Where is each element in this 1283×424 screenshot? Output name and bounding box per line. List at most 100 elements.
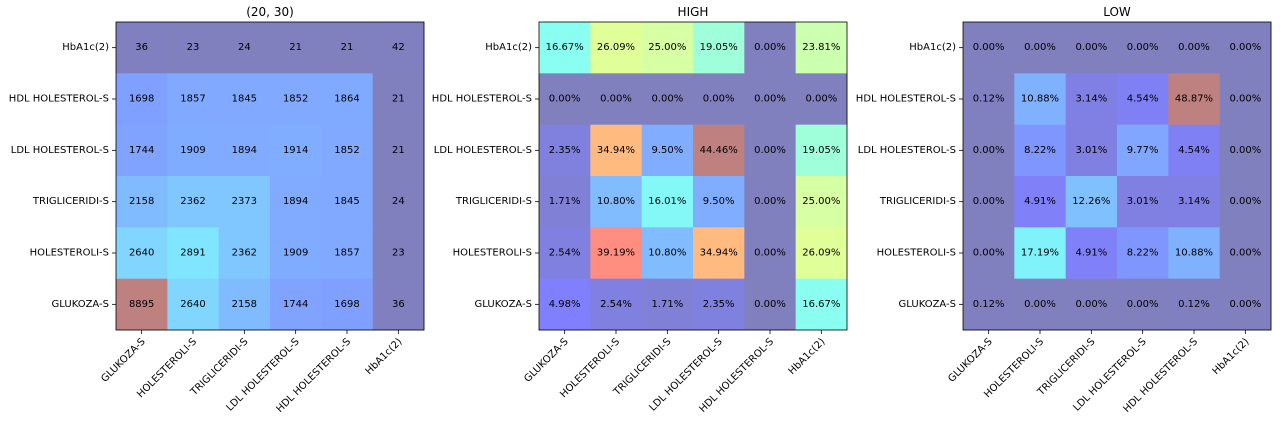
cell-value-label: 1698 [129, 94, 154, 105]
heatmap-cell [321, 227, 374, 280]
y-tick-label: TRIGLICERIDI-S [32, 196, 109, 207]
cell-value-label: 23 [187, 42, 200, 53]
cell-value-label: 3.01% [1127, 196, 1159, 207]
cell-value-label: 36 [135, 42, 148, 53]
heatmap-cell [167, 22, 220, 74]
heatmap-cell [270, 227, 322, 280]
heatmap-cell [321, 176, 374, 228]
x-tick-label: HbA1c(2) [1211, 336, 1252, 377]
heatmap-cell [218, 278, 271, 331]
cell-value-label: 9.50% [703, 196, 735, 207]
heatmap-cell [1014, 124, 1067, 177]
cell-value-label: 23 [392, 248, 405, 259]
cell-value-label: 0.00% [1075, 299, 1107, 310]
cell-value-label: 0.00% [805, 94, 837, 105]
heatmap-panel-2: 16.67% 26.09% 25.00% 19.05% 0.00% 23.81% 0.00%… [432, 5, 848, 415]
cell-value-label: 2158 [129, 196, 154, 207]
cell-value-label: 3.01% [1075, 145, 1107, 156]
cell-value-label: 1744 [129, 145, 154, 156]
heatmap-cell [641, 227, 694, 280]
heatmap-cell [744, 124, 797, 177]
cell-value-label: 44.46% [700, 145, 738, 156]
heatmap-cell [372, 278, 425, 331]
cell-value-label: 1857 [180, 94, 205, 105]
heatmap-cell [744, 22, 797, 74]
cell-value-label: 4.54% [1127, 94, 1159, 105]
heatmap-cell [641, 22, 694, 74]
y-tick-label: LDL HOLESTEROL-S [434, 145, 532, 156]
y-tick-label: GLUKOZA-S [475, 299, 532, 310]
heatmap-cell [795, 73, 848, 126]
cell-value-label: 0.00% [973, 248, 1005, 259]
heatmap-cell [1014, 176, 1067, 228]
cell-value-label: 0.00% [754, 94, 786, 105]
heatmap-cell [1117, 227, 1169, 280]
heatmap-cell [590, 73, 643, 126]
cell-value-label: 0.00% [1127, 299, 1159, 310]
heatmap-cell [1065, 176, 1118, 228]
cell-value-label: 0.00% [1229, 145, 1261, 156]
cell-value-label: 1857 [334, 248, 359, 259]
y-tick-label: HOLESTEROLI-S [877, 248, 956, 259]
cell-value-label: 1894 [232, 145, 257, 156]
heatmap-cell [218, 227, 271, 280]
x-tick-label: HbA1c(2) [364, 336, 405, 377]
heatmap-cell [116, 124, 168, 177]
cell-value-label: 0.00% [600, 94, 632, 105]
heatmap-cell [116, 22, 168, 74]
heatmap-cell [167, 278, 220, 331]
cell-value-label: 1698 [334, 299, 359, 310]
heatmap-cell [116, 176, 168, 228]
heatmap-cell [693, 278, 745, 331]
cell-value-label: 17.19% [1021, 248, 1059, 259]
cell-value-label: 0.00% [754, 145, 786, 156]
y-tick-label: HOLESTEROLI-S [30, 248, 109, 259]
cell-value-label: 2891 [180, 248, 205, 259]
cell-value-label: 0.12% [973, 299, 1005, 310]
cell-value-label: 9.77% [1127, 145, 1159, 156]
cell-value-label: 26.09% [597, 42, 635, 53]
heatmap-cell [539, 227, 591, 280]
heatmap-cell [641, 176, 694, 228]
heatmap-cell [641, 124, 694, 177]
cell-value-label: 34.94% [597, 145, 635, 156]
cell-value-label: 23.81% [802, 42, 840, 53]
heatmap-cell [1014, 227, 1067, 280]
cell-value-label: 0.00% [754, 196, 786, 207]
cell-value-label: 0.00% [754, 248, 786, 259]
cell-value-label: 10.80% [597, 196, 635, 207]
cell-value-label: 0.00% [1024, 299, 1056, 310]
y-tick-label: HbA1c(2) [62, 42, 109, 53]
y-tick-label: LDL HOLESTEROL-S [858, 145, 956, 156]
heatmap-panel-3: 0.00% 0.00% 0.00% 0.00% 0.00% 0.00% 0.12% 10.88… [856, 5, 1272, 415]
cell-value-label: 26.09% [802, 248, 840, 259]
heatmap-cell [321, 124, 374, 177]
cell-value-label: 1845 [334, 196, 359, 207]
y-tick-label: HOLESTEROLI-S [453, 248, 532, 259]
cell-value-label: 0.12% [1178, 299, 1210, 310]
cell-value-label: 21 [289, 42, 302, 53]
heatmap-cell [795, 227, 848, 280]
heatmap-cell [1117, 22, 1169, 74]
heatmap-cell [1117, 124, 1169, 177]
heatmap-cell [590, 227, 643, 280]
cell-value-label: 1744 [283, 299, 308, 310]
heatmap-cell [1168, 22, 1221, 74]
cell-value-label: 10.88% [1021, 94, 1059, 105]
cell-value-label: 25.00% [648, 42, 686, 53]
heatmap-cell [116, 278, 168, 331]
y-tick-label: TRIGLICERIDI-S [455, 196, 532, 207]
heatmap-cell [116, 227, 168, 280]
heatmap-cell [590, 278, 643, 331]
cell-value-label: 0.00% [1229, 196, 1261, 207]
heatmap-cell [167, 176, 220, 228]
heatmap-cell [372, 227, 425, 280]
heatmap-panel-1: 36 23 24 21 21 42 1698 1857 1845 1852 1864 21 1744 19… [9, 5, 425, 415]
heatmap-cell [1219, 73, 1272, 126]
heatmap-cell [1117, 73, 1169, 126]
heatmap-cell [963, 278, 1015, 331]
cell-value-label: 0.00% [1127, 42, 1159, 53]
cell-value-label: 36 [392, 299, 405, 310]
cell-value-label: 0.00% [1229, 42, 1261, 53]
heatmap-cell [321, 278, 374, 331]
